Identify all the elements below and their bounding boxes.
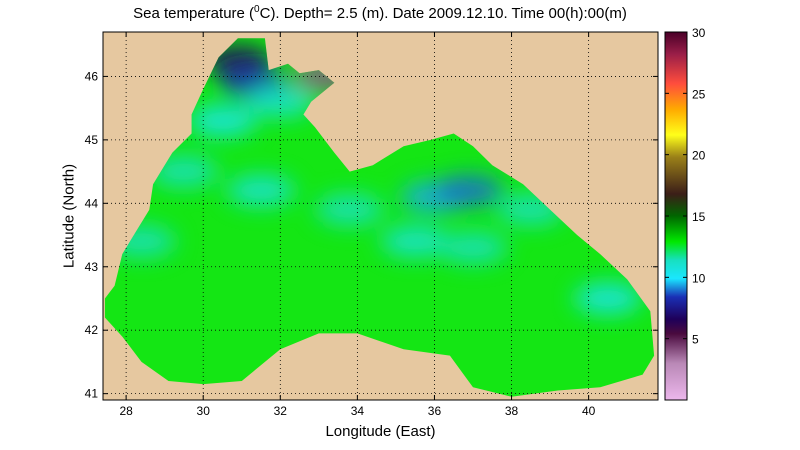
plot-title: Sea temperature (0C). Depth= 2.5 (m). Da… <box>133 4 627 22</box>
x-tick-label: 28 <box>119 404 133 418</box>
y-axis-ticks: 41 42 43 44 45 46 <box>85 69 658 401</box>
y-tick-label: 45 <box>85 133 99 147</box>
grid <box>103 32 658 400</box>
y-tick-label: 43 <box>85 260 99 274</box>
y-tick-label: 44 <box>85 196 99 210</box>
temperature-feature <box>439 231 507 264</box>
x-tick-label: 40 <box>582 404 596 418</box>
temperature-feature <box>315 193 384 226</box>
temperature-features <box>107 44 642 315</box>
y-tick-label: 41 <box>85 387 99 401</box>
colorbar-tick-label: 25 <box>692 87 706 101</box>
x-axis-label: Longitude (East) <box>325 423 436 440</box>
colorbar-tick-label: 20 <box>692 149 706 163</box>
x-tick-label: 34 <box>351 404 365 418</box>
colorbar-tick-label: 15 <box>692 210 706 224</box>
temperature-feature <box>246 85 315 118</box>
colorbar-tick-label: 30 <box>692 26 706 40</box>
x-tick-label: 30 <box>197 404 211 418</box>
y-tick-label: 42 <box>85 323 99 337</box>
colorbar-ticks: 5 10 15 20 25 30 <box>665 26 706 347</box>
y-tick-label: 46 <box>85 69 99 83</box>
colorbar-tick-label: 10 <box>692 271 706 285</box>
temperature-feature <box>227 174 296 207</box>
temperature-feature <box>381 225 450 258</box>
x-axis-ticks: 28 30 32 34 36 38 40 <box>119 32 596 418</box>
temperature-feature <box>435 174 504 207</box>
temperature-feature <box>573 282 642 315</box>
x-tick-label: 36 <box>428 404 442 418</box>
colorbar-tick-label: 5 <box>692 333 699 347</box>
x-tick-label: 38 <box>505 404 519 418</box>
x-tick-label: 32 <box>274 404 288 418</box>
plot-frame <box>102 31 659 401</box>
temperature-feature <box>149 155 218 188</box>
temperature-feature <box>188 104 257 137</box>
y-axis-label: Latitude (North) <box>60 163 78 269</box>
